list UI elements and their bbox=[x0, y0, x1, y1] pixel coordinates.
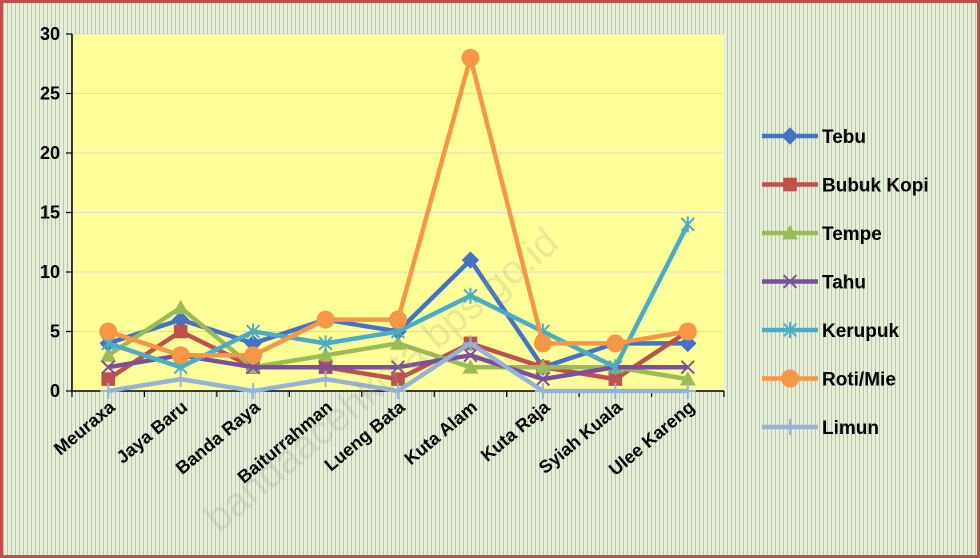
data-point bbox=[608, 372, 623, 386]
legend-item: Tahu bbox=[762, 273, 866, 294]
legend-marker bbox=[782, 274, 798, 289]
legend-label: Tempe bbox=[822, 224, 882, 245]
data-point bbox=[679, 383, 696, 399]
legend-item: Bubuk Kopi bbox=[762, 176, 929, 197]
series-roti-mie bbox=[99, 48, 697, 365]
data-point bbox=[533, 334, 552, 353]
data-point bbox=[318, 360, 333, 375]
data-point bbox=[680, 360, 695, 375]
data-point bbox=[101, 372, 116, 386]
data-point bbox=[389, 310, 407, 329]
x-category-label: Meuraxa bbox=[50, 396, 120, 459]
data-point bbox=[390, 335, 406, 350]
legend-marker bbox=[783, 177, 797, 192]
legend-marker bbox=[782, 322, 798, 338]
data-point bbox=[100, 347, 117, 362]
series-limun bbox=[100, 335, 696, 399]
legend-marker bbox=[781, 369, 799, 388]
data-point bbox=[678, 322, 697, 341]
data-point bbox=[390, 383, 406, 399]
data-point bbox=[245, 383, 262, 399]
legend-item: Tempe bbox=[762, 224, 882, 245]
data-point bbox=[679, 371, 696, 386]
y-tick-label: 10 bbox=[40, 262, 60, 282]
series-tempe bbox=[100, 299, 696, 386]
legend-label: Roti/Mie bbox=[822, 370, 896, 391]
data-point bbox=[246, 323, 261, 340]
y-tick-label: 0 bbox=[50, 381, 60, 401]
data-point bbox=[462, 335, 479, 352]
y-tick-label: 20 bbox=[40, 143, 60, 163]
data-point bbox=[463, 287, 478, 304]
data-point bbox=[608, 359, 623, 376]
legend-label: Bubuk Kopi bbox=[822, 176, 929, 197]
x-category-label: Kuta Alam bbox=[400, 397, 481, 469]
data-point bbox=[463, 348, 478, 363]
legend-marker bbox=[782, 419, 798, 435]
legend-item: Roti/Mie bbox=[762, 369, 896, 391]
data-point bbox=[606, 334, 625, 353]
data-point bbox=[99, 322, 118, 341]
data-point bbox=[171, 346, 190, 365]
legend-label: Tebu bbox=[822, 127, 866, 148]
legend-label: Tahu bbox=[822, 273, 866, 294]
y-tick-label: 5 bbox=[50, 322, 60, 342]
data-point bbox=[244, 346, 263, 365]
legend-item: Limun bbox=[762, 418, 879, 439]
legend-item: Kerupuk bbox=[762, 321, 900, 342]
y-tick-label: 25 bbox=[40, 84, 60, 104]
data-point bbox=[101, 360, 116, 375]
legend-label: Kerupuk bbox=[822, 321, 900, 342]
data-point bbox=[534, 383, 551, 399]
data-point bbox=[172, 371, 189, 388]
data-point bbox=[390, 360, 406, 375]
data-point bbox=[172, 299, 189, 315]
data-point bbox=[316, 310, 335, 329]
data-point bbox=[173, 324, 188, 339]
data-point bbox=[317, 371, 334, 388]
data-point bbox=[462, 359, 479, 374]
data-point bbox=[535, 371, 550, 387]
data-point bbox=[318, 335, 333, 352]
legend-label: Limun bbox=[822, 418, 879, 439]
legend-marker bbox=[781, 127, 799, 145]
data-point bbox=[317, 347, 334, 362]
data-point bbox=[607, 383, 624, 399]
legend-marker bbox=[782, 225, 798, 240]
y-tick-label: 30 bbox=[40, 24, 60, 44]
data-point bbox=[100, 383, 117, 399]
data-point bbox=[391, 372, 405, 386]
data-point bbox=[680, 216, 695, 233]
y-tick-label: 15 bbox=[40, 203, 60, 223]
data-point bbox=[461, 48, 480, 67]
legend-item: Tebu bbox=[762, 127, 866, 148]
data-point bbox=[534, 359, 551, 374]
data-point bbox=[461, 251, 480, 269]
